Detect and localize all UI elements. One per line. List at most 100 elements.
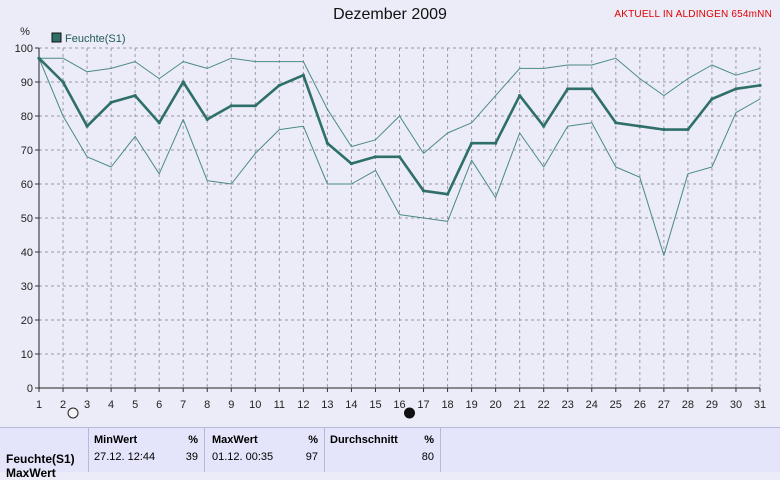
data-point bbox=[518, 94, 522, 98]
avg-value: 80 bbox=[421, 451, 434, 463]
x-tick-label: 25 bbox=[610, 399, 622, 411]
x-tick-label: 14 bbox=[345, 399, 357, 411]
y-tick-label: 30 bbox=[21, 281, 33, 293]
data-point bbox=[590, 87, 594, 91]
data-point bbox=[494, 141, 498, 145]
data-point bbox=[445, 192, 450, 196]
max-time: 01.12. 00:35 bbox=[212, 451, 274, 463]
full-moon-icon bbox=[67, 407, 79, 419]
x-tick-label: 22 bbox=[538, 399, 550, 411]
y-axis-unit: % bbox=[20, 26, 30, 38]
series-line-max bbox=[39, 57, 761, 154]
x-tick-label: 5 bbox=[132, 399, 138, 411]
data-point bbox=[325, 141, 329, 145]
station-label: AKTUELL IN ALDINGEN 654mNN bbox=[614, 9, 772, 20]
data-point bbox=[542, 124, 546, 128]
min-time: 27.12. 12:44 bbox=[94, 451, 156, 463]
data-point bbox=[85, 124, 89, 128]
y-tick-label: 80 bbox=[21, 111, 33, 123]
x-tick-label: 24 bbox=[586, 399, 598, 411]
x-tick-label: 9 bbox=[228, 399, 234, 411]
x-tick-label: 27 bbox=[658, 399, 670, 411]
series-name-cut: MaxWert bbox=[6, 466, 56, 480]
y-tick-label: 100 bbox=[15, 43, 33, 55]
legend-swatch bbox=[51, 32, 62, 43]
data-point bbox=[686, 128, 690, 132]
avg-unit: % bbox=[424, 434, 434, 446]
x-tick-label: 13 bbox=[321, 399, 333, 411]
x-tick-label: 16 bbox=[393, 399, 405, 411]
x-tick-label: 3 bbox=[84, 399, 90, 411]
chart-title: Dezember 2009 bbox=[333, 6, 447, 23]
max-cell: MaxWert % 01.12. 00:35 97 bbox=[204, 428, 325, 472]
y-tick-label: 60 bbox=[21, 179, 33, 191]
x-tick-label: 4 bbox=[108, 399, 114, 411]
data-point bbox=[710, 97, 714, 101]
summary-table: Feuchte(S1) MaxWert MinWert % 27.12. 12:… bbox=[0, 427, 780, 480]
data-point bbox=[133, 94, 137, 98]
x-tick-label: 8 bbox=[204, 399, 210, 411]
data-point bbox=[397, 155, 402, 159]
x-tick-label: 18 bbox=[441, 399, 453, 411]
x-tick-label: 31 bbox=[754, 399, 766, 411]
x-tick-label: 17 bbox=[417, 399, 429, 411]
x-tick-label: 2 bbox=[60, 399, 66, 411]
min-cell: MinWert % 27.12. 12:44 39 bbox=[88, 428, 205, 472]
data-point bbox=[470, 141, 474, 145]
min-value: 39 bbox=[185, 451, 198, 463]
data-point bbox=[566, 87, 570, 91]
x-tick-label: 7 bbox=[180, 399, 186, 411]
x-tick-label: 11 bbox=[274, 399, 285, 411]
series-line-min bbox=[38, 58, 761, 256]
series-cell: Feuchte(S1) MaxWert bbox=[0, 428, 89, 480]
data-point bbox=[181, 80, 185, 84]
x-tick-label: 15 bbox=[369, 399, 381, 411]
y-tick-label: 10 bbox=[21, 349, 33, 361]
legend-label: Feuchte(S1) bbox=[65, 33, 126, 45]
data-point bbox=[638, 124, 642, 128]
min-header: MinWert bbox=[94, 434, 138, 446]
x-tick-label: 1 bbox=[36, 399, 42, 411]
x-tick-label: 20 bbox=[490, 399, 502, 411]
data-point bbox=[229, 104, 233, 108]
y-tick-label: 70 bbox=[21, 145, 33, 157]
data-point bbox=[277, 83, 281, 87]
data-point bbox=[253, 104, 257, 108]
x-tick-label: 29 bbox=[706, 399, 718, 411]
data-point bbox=[734, 87, 738, 91]
y-tick-label: 0 bbox=[27, 383, 33, 395]
data-point bbox=[349, 162, 354, 166]
data-point bbox=[373, 155, 378, 159]
max-value: 97 bbox=[305, 451, 318, 463]
data-point bbox=[205, 117, 209, 121]
y-tick-label: 90 bbox=[21, 77, 33, 89]
min-unit: % bbox=[188, 434, 198, 446]
series-name: Feuchte(S1) bbox=[6, 452, 75, 466]
avg-header: Durchschnitt bbox=[330, 434, 398, 446]
max-header: MaxWert bbox=[212, 434, 258, 446]
x-tick-label: 21 bbox=[514, 399, 526, 411]
x-tick-label: 26 bbox=[634, 399, 646, 411]
data-point bbox=[301, 73, 305, 77]
x-tick-label: 30 bbox=[730, 399, 742, 411]
max-unit: % bbox=[308, 434, 318, 446]
y-tick-label: 40 bbox=[21, 247, 33, 259]
new-moon-icon bbox=[404, 407, 415, 419]
data-point bbox=[37, 56, 41, 60]
data-point bbox=[758, 83, 762, 87]
x-tick-label: 19 bbox=[465, 399, 477, 411]
y-tick-label: 20 bbox=[21, 315, 33, 327]
y-tick-label: 50 bbox=[21, 213, 33, 225]
x-tick-label: 28 bbox=[682, 399, 694, 411]
data-point bbox=[662, 128, 666, 132]
data-point bbox=[157, 121, 161, 125]
x-tick-label: 10 bbox=[249, 399, 261, 411]
data-point bbox=[61, 80, 65, 84]
x-tick-label: 12 bbox=[297, 399, 309, 411]
avg-cell: Durchschnitt % 80 bbox=[324, 428, 441, 472]
data-point bbox=[109, 100, 113, 104]
data-point bbox=[421, 189, 426, 193]
x-tick-label: 6 bbox=[156, 399, 162, 411]
data-point bbox=[614, 121, 618, 125]
